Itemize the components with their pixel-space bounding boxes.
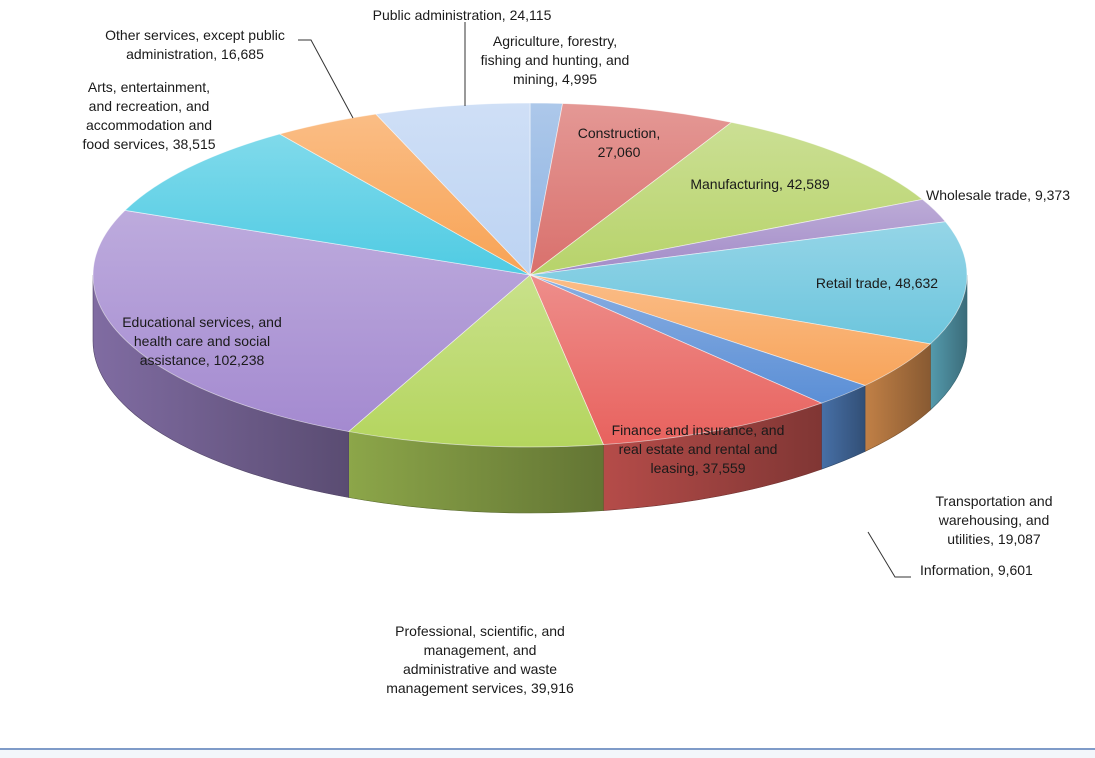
- data-label-line: Other services, except public: [105, 27, 285, 43]
- data-label-line: management, and: [424, 642, 537, 658]
- data-label-line: real estate and rental and: [619, 441, 778, 457]
- pie-slice: [529, 103, 733, 276]
- data-label: Wholesale trade, 9,373: [926, 187, 1070, 203]
- data-label-line: utilities, 19,087: [947, 531, 1041, 547]
- data-label-line: administrative and waste: [403, 661, 557, 677]
- data-label: Public administration, 24,115: [373, 7, 552, 23]
- data-label-line: Construction,: [578, 125, 660, 141]
- data-label-line: Educational services, and: [122, 314, 282, 330]
- data-label-line: health care and social: [134, 333, 270, 349]
- data-label-line: accommodation and: [86, 117, 212, 133]
- data-label-line: leasing, 37,559: [651, 460, 746, 476]
- data-label-line: management services, 39,916: [386, 680, 574, 696]
- data-label-line: Retail trade, 48,632: [816, 275, 938, 291]
- pie-slice: [124, 133, 531, 276]
- data-label: Agriculture, forestry, fishing and huntin…: [481, 33, 630, 87]
- data-label-line: administration, 16,685: [126, 46, 264, 62]
- data-label-line: 27,060: [598, 144, 641, 160]
- data-label: Construction, 27,060: [578, 125, 660, 160]
- pie-slice: [529, 221, 968, 345]
- data-label: Other services, except public administrat…: [105, 27, 285, 62]
- data-label: Arts, entertainment, and recreation, and a…: [82, 79, 215, 152]
- pie-slice: [347, 274, 604, 448]
- data-label-line: Arts, entertainment,: [88, 79, 210, 95]
- data-label-line: Wholesale trade, 9,373: [926, 187, 1070, 203]
- data-label-line: mining, 4,995: [513, 71, 597, 87]
- data-label-line: Public administration, 24,115: [373, 7, 552, 23]
- pie-side-walls: [92, 274, 968, 514]
- data-label: Professional, scientific, and management,…: [386, 623, 574, 696]
- data-label: Educational services, and health care and…: [122, 314, 282, 368]
- data-label-line: assistance, 102,238: [140, 352, 265, 368]
- data-label-line: fishing and hunting, and: [481, 52, 630, 68]
- data-label: Transportation and warehousing, and utilit…: [936, 493, 1053, 547]
- pie-top-faces: [92, 102, 968, 448]
- data-label-line: food services, 38,515: [82, 136, 215, 152]
- data-label-line: Finance and insurance, and: [612, 422, 785, 438]
- data-label-line: Transportation and: [936, 493, 1053, 509]
- bottom-border: [0, 748, 1095, 758]
- data-label-line: warehousing, and: [938, 512, 1050, 528]
- data-label: Finance and insurance, and real estate an…: [612, 422, 785, 476]
- data-label-line: Manufacturing, 42,589: [690, 176, 830, 192]
- pie-slice: [529, 121, 924, 276]
- leader-lines: [298, 22, 911, 578]
- data-label: Retail trade, 48,632: [816, 275, 938, 291]
- data-label-line: Agriculture, forestry,: [493, 33, 617, 49]
- pie-slice: [92, 209, 531, 432]
- leader-line: [867, 531, 911, 578]
- pie-slice: [529, 274, 823, 445]
- data-label-line: Professional, scientific, and: [395, 623, 565, 639]
- data-label: Manufacturing, 42,589: [690, 176, 830, 192]
- leader-line: [298, 39, 354, 119]
- data-label-line: Information, 9,601: [920, 562, 1033, 578]
- data-label-line: and recreation, and: [89, 98, 210, 114]
- data-labels: Agriculture, forestry, fishing and huntin…: [82, 7, 1070, 696]
- pie-slice: [375, 102, 531, 276]
- data-label: Information, 9,601: [920, 562, 1033, 578]
